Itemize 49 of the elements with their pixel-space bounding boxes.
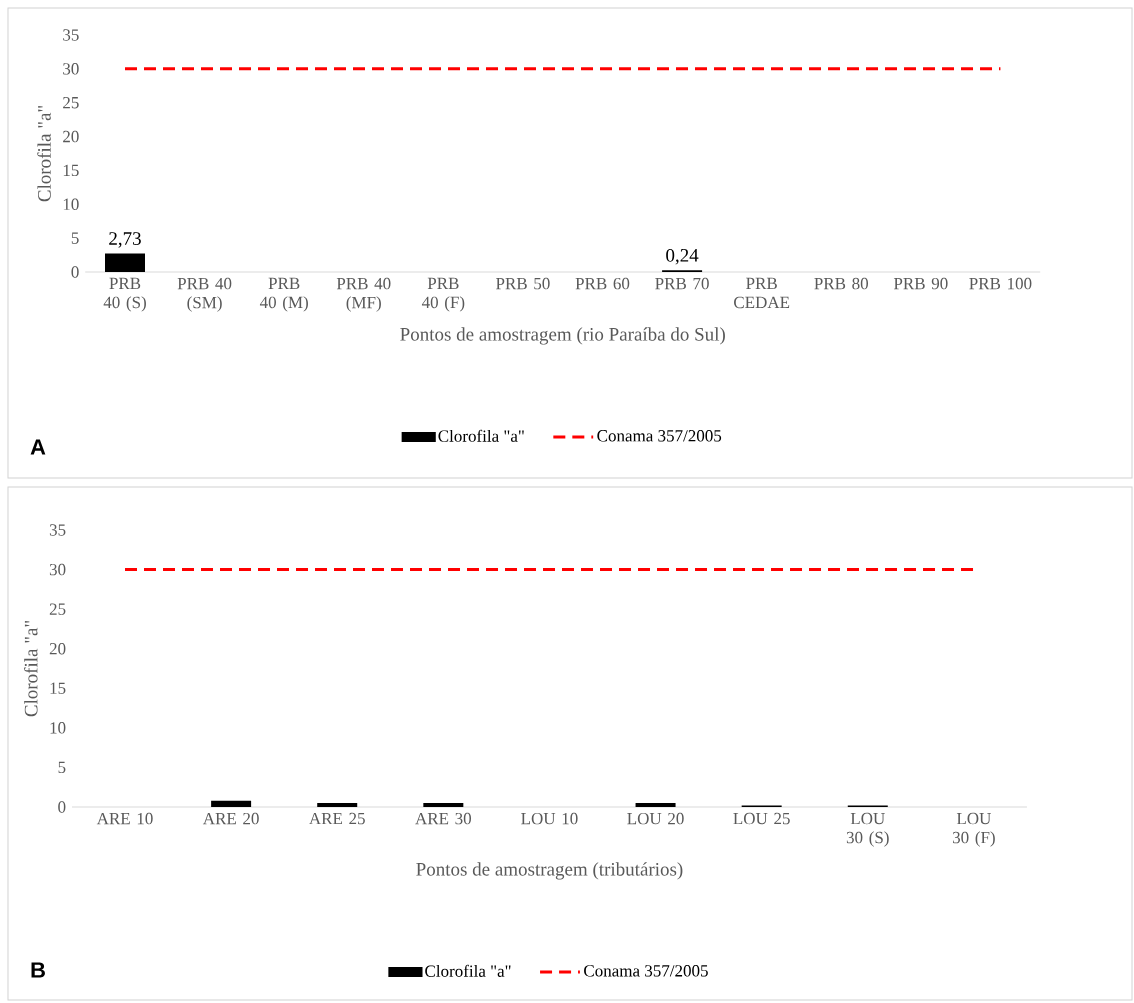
legend-label: Clorofila "a" <box>425 964 511 977</box>
x-axis-title: Pontos de amostragem (rio Paraíba do Sul) <box>400 327 725 345</box>
y-tick-label: 20 <box>63 130 79 143</box>
text: A <box>30 439 46 455</box>
x-tick-label: PRB 50 <box>496 277 550 290</box>
y-tick-label: 0 <box>71 266 79 278</box>
x-tick-label: PRB 70 <box>655 277 709 290</box>
y-axis-title: Clorofila "a" <box>23 621 38 717</box>
x-tick-label: PRB 40 (M) <box>259 277 308 312</box>
x-tick-label: PRB 40 (F) <box>421 277 465 312</box>
y-tick-label: 15 <box>63 164 79 177</box>
x-tick-label: PRB 40 (S) <box>103 277 146 312</box>
y-tick-label: 10 <box>63 198 79 211</box>
x-tick-label: ARE 20 <box>202 812 259 825</box>
y-tick-label: 10 <box>50 722 66 734</box>
data-label: 0,24 <box>666 248 699 265</box>
y-tick-label: 5 <box>58 761 66 774</box>
y-tick-label: 25 <box>49 603 66 615</box>
text: B <box>31 962 45 978</box>
x-tick-label: LOU 20 <box>627 812 684 825</box>
x-tick-label: ARE 30 <box>415 812 472 825</box>
x-tick-label: LOU 10 <box>521 812 578 825</box>
x-tick-label: PRB 80 <box>814 277 869 290</box>
y-tick-label: 5 <box>71 232 79 244</box>
x-tick-label: LOU 30 (S) <box>846 812 889 847</box>
x-tick-label: PRB 100 <box>969 277 1032 290</box>
x-axis-title: Pontos de amostragem (tributários) <box>416 862 683 880</box>
y-tick-label: 25 <box>63 96 79 109</box>
x-tick-label: LOU 25 <box>733 812 790 825</box>
y-tick-label: 30 <box>63 63 79 75</box>
x-tick-label: PRB CEDAE <box>734 277 790 309</box>
x-tick-label: PRB 60 <box>575 277 630 290</box>
x-tick-label: ARE 10 <box>96 812 153 825</box>
legend-label: Clorofila "a" <box>438 429 524 442</box>
x-tick-label: PRB 40 (MF) <box>336 277 391 312</box>
x-tick-label: LOU 30 (F) <box>952 812 995 847</box>
y-tick-label: 20 <box>49 642 66 655</box>
y-tick-label: 35 <box>63 29 79 41</box>
y-tick-label: 15 <box>50 682 66 694</box>
y-tick-label: 35 <box>49 524 66 536</box>
x-tick-label: PRB 40 (SM) <box>177 277 232 312</box>
legend-label: Conama 357/2005 <box>597 430 722 442</box>
y-tick-label: 0 <box>58 801 66 813</box>
data-label: 2,73 <box>109 232 141 248</box>
y-axis-title: Clorofila "a" <box>37 106 51 202</box>
legend-label: Conama 357/2005 <box>584 965 708 977</box>
x-tick-label: PRB 90 <box>893 277 948 290</box>
x-tick-label: ARE 25 <box>309 812 365 825</box>
y-tick-label: 30 <box>49 563 66 576</box>
